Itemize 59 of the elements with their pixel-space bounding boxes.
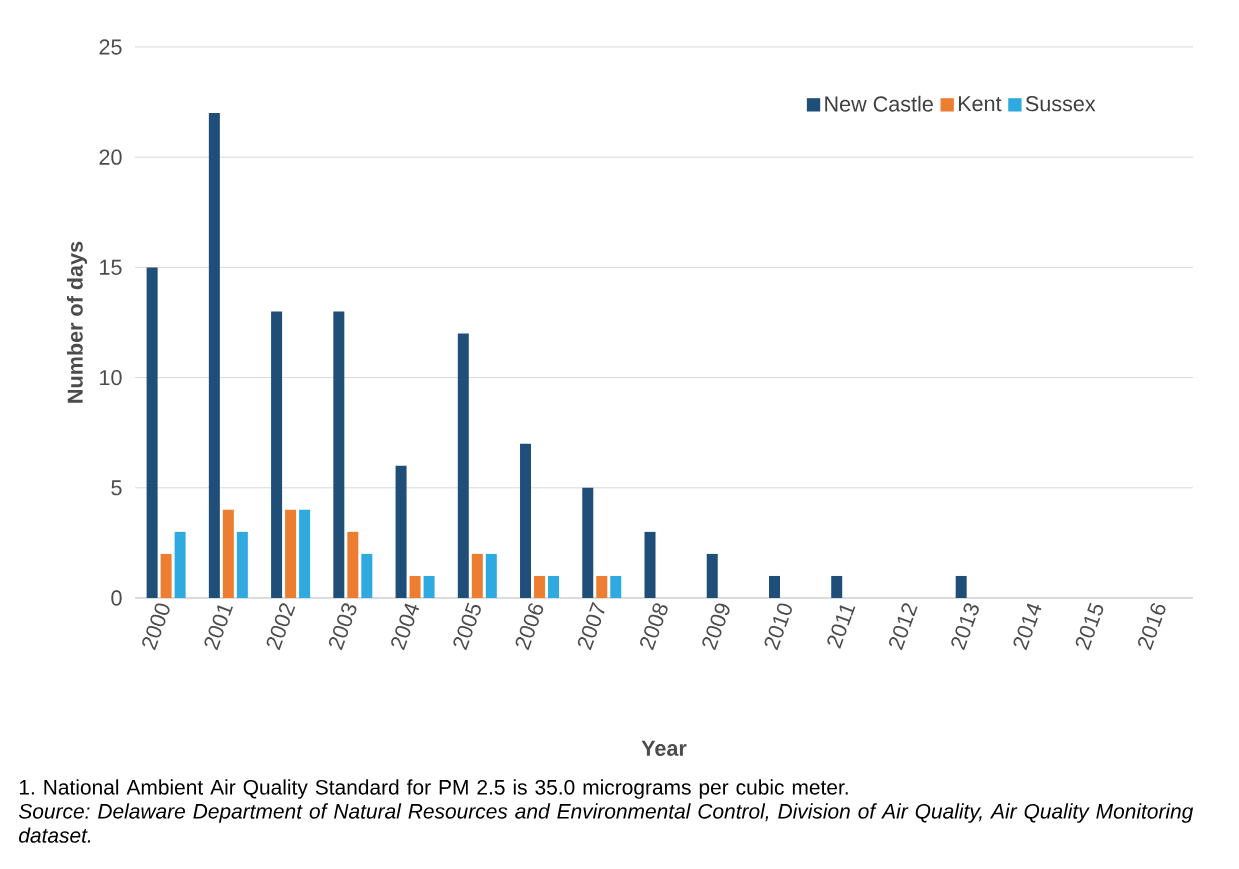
legend-label: Sussex	[1025, 96, 1096, 112]
bar	[768, 575, 780, 598]
x-tick-label: 2007	[577, 602, 605, 651]
bar	[534, 575, 546, 598]
legend-label: Kent	[958, 96, 1002, 112]
bar	[610, 575, 622, 598]
bar	[471, 553, 483, 598]
bar	[409, 575, 421, 598]
legend-label: New Castle	[825, 95, 933, 112]
x-tick-label: 2006	[515, 603, 544, 651]
x-axis-title: Year	[641, 740, 687, 756]
bar	[423, 575, 435, 598]
x-tick-label: 2011	[827, 605, 856, 649]
bar	[582, 487, 594, 598]
bar	[236, 531, 248, 598]
x-tick-label: 2005	[453, 602, 481, 651]
bar	[955, 575, 967, 598]
y-tick-label: 5	[111, 480, 122, 496]
bar	[361, 553, 373, 598]
x-tick-label: 2012	[889, 603, 918, 651]
bar	[299, 509, 311, 598]
text: 1. National Ambient Air Quality Standard for PM 2.5 is 35.0 micrograms per cubic meter.	[19, 779, 848, 799]
bar	[644, 531, 656, 598]
y-tick-label: 0	[111, 590, 122, 606]
y-axis-title: Number of days	[66, 241, 88, 403]
bar	[333, 311, 345, 598]
bar	[596, 575, 608, 598]
x-tick-label: 2010	[764, 603, 792, 651]
bar	[174, 531, 186, 598]
bar	[520, 443, 532, 598]
x-tick-label: 2000	[142, 603, 170, 651]
bar	[146, 267, 158, 598]
x-tick-label: 2003	[328, 603, 357, 651]
x-tick-label: 2001	[204, 605, 233, 651]
y-tick-label: 20	[99, 149, 122, 165]
y-tick-label: 15	[100, 259, 122, 275]
y-tick-label: 25	[99, 39, 122, 55]
x-tick-label: 2004	[391, 603, 420, 651]
x-tick-label: 2009	[702, 603, 730, 651]
bar	[160, 553, 172, 598]
y-tick-label: 10	[100, 369, 122, 386]
x-tick-label: 2008	[640, 603, 668, 651]
x-tick-label: 2016	[1137, 603, 1166, 651]
bar	[222, 509, 234, 598]
bar	[831, 575, 843, 598]
bar	[395, 465, 407, 598]
bar	[208, 113, 220, 598]
bar	[485, 553, 497, 598]
x-tick-label: 2013	[951, 603, 979, 651]
x-tick-label: 2002	[266, 603, 296, 651]
source-note: Source: Delaware Department of Natural Resources and Environmental Control, Division of Air Quality, Air Quality Monitoring dataset.	[18, 803, 1194, 843]
bar	[706, 553, 718, 598]
x-tick-label: 2015	[1075, 602, 1104, 651]
x-tick-label: 2014	[1013, 603, 1042, 651]
bar	[457, 333, 469, 598]
bar	[347, 531, 359, 598]
bar	[548, 575, 560, 598]
bar	[271, 311, 283, 598]
bar	[285, 509, 297, 598]
